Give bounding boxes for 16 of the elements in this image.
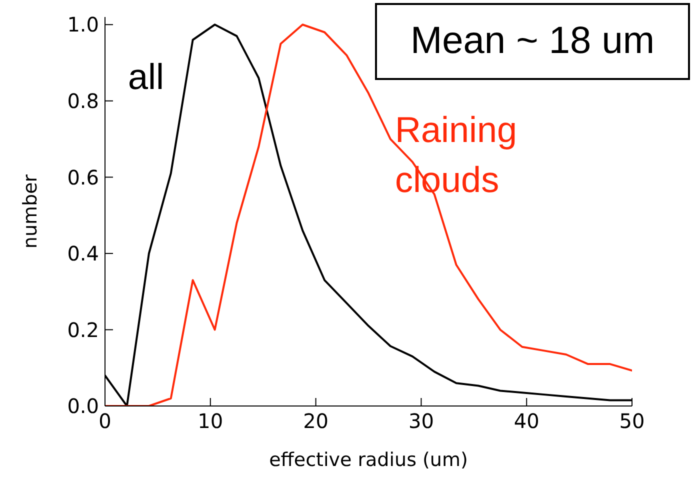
- y-tick-label: 0.4: [67, 242, 99, 266]
- x-axis-title: effective radius (um): [269, 449, 468, 471]
- x-tick-label: 0: [98, 409, 112, 434]
- annotation: Mean ~ 18 um: [375, 3, 690, 80]
- y-axis-title: number: [20, 174, 42, 249]
- y-tick-label: 0.6: [67, 165, 99, 190]
- x-tick-label: 10: [198, 409, 224, 434]
- x-tick-label: 30: [408, 409, 434, 434]
- y-tick-label: 1.0: [67, 12, 99, 37]
- y-tick-label: 0.2: [67, 318, 99, 342]
- y-tick-label: 0.8: [67, 89, 99, 113]
- x-tick-label: 50: [619, 409, 645, 434]
- x-tick-label: 20: [303, 409, 329, 434]
- y-tick-label: 0.0: [67, 394, 99, 418]
- x-tick-label: 40: [514, 409, 540, 434]
- series-label: all: [128, 55, 166, 99]
